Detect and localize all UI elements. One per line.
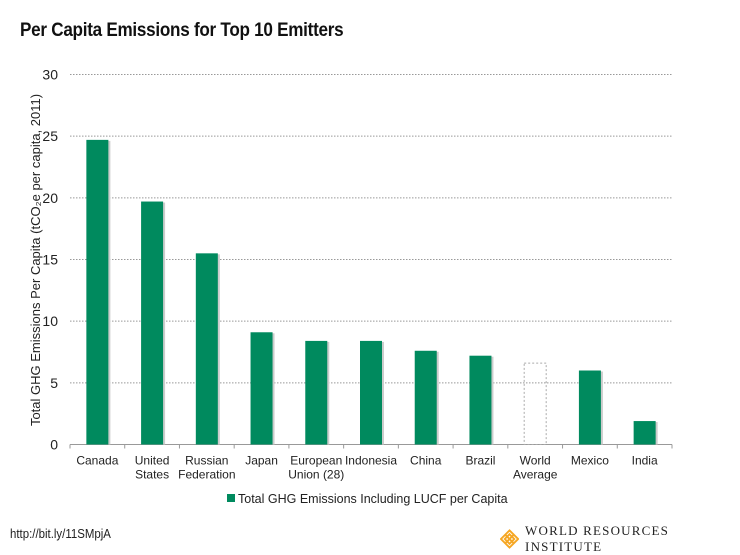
bar <box>523 362 547 446</box>
y-tick-label: 15 <box>42 252 58 268</box>
y-tick-label: 5 <box>50 375 58 391</box>
bar <box>360 340 382 445</box>
bar <box>578 370 601 445</box>
y-tick-label: 30 <box>42 67 58 83</box>
wri-logo-icon <box>500 529 520 549</box>
x-tick-label: India <box>632 454 658 468</box>
bar <box>141 201 164 445</box>
x-tick-label: Indonesia <box>345 454 397 468</box>
y-axis-label: Total GHG Emissions Per Capita (tCO₂e pe… <box>28 94 43 426</box>
bar <box>195 253 218 445</box>
bar <box>414 350 437 445</box>
x-tick-label: United States <box>135 454 170 482</box>
x-tick-label: Brazil <box>465 454 495 468</box>
wri-logo-text: WORLD RESOURCES INSTITUTE <box>525 523 670 554</box>
x-tick-label: Japan <box>245 454 278 468</box>
chart-title: Per Capita Emissions for Top 10 Emitters <box>20 20 344 41</box>
y-tick-label: 25 <box>42 128 58 144</box>
x-tick-label: Canada <box>76 454 118 468</box>
bar <box>633 421 656 445</box>
bar <box>469 355 492 445</box>
bar <box>86 139 109 445</box>
legend-swatch <box>227 494 235 502</box>
y-tick-label: 20 <box>42 190 58 206</box>
x-tick-label: European Union (28) <box>288 454 344 482</box>
bar <box>250 332 273 445</box>
x-tick-label: Mexico <box>571 454 609 468</box>
x-tick-label: World Average <box>513 454 558 482</box>
wri-logo: WORLD RESOURCES INSTITUTE <box>500 523 740 555</box>
x-tick-label: China <box>410 454 442 468</box>
y-tick-label: 0 <box>50 437 58 453</box>
source-link[interactable]: http://bit.ly/11SMpjA <box>10 526 111 541</box>
bar <box>305 340 328 445</box>
bar-chart: 0 5 10 15 20 25 30 Canada United States Russian Fed… <box>28 67 673 506</box>
legend-label: Total GHG Emissions Including LUCF per C… <box>238 492 508 506</box>
x-tick-label: Russian Federation <box>178 454 235 482</box>
y-tick-label: 10 <box>42 313 58 329</box>
